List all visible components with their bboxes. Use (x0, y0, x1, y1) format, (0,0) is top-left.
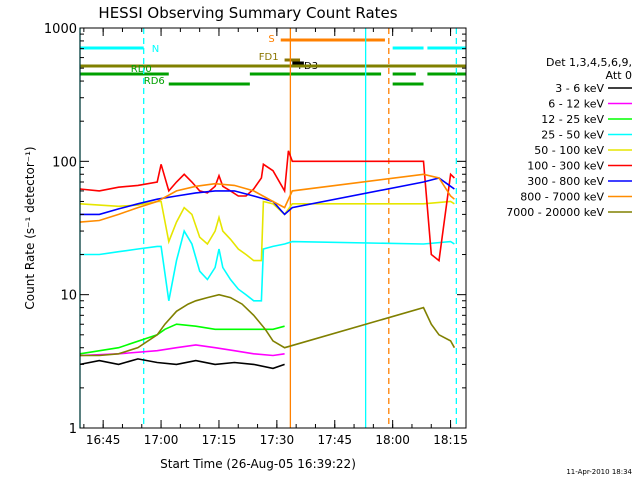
x-tick-label: 17:30 (260, 433, 295, 447)
series-line (80, 229, 455, 302)
chart-title: HESSI Observing Summary Count Rates (98, 4, 397, 22)
series-line (79, 323, 285, 355)
series-line (80, 177, 455, 216)
legend-entry-label: 100 - 300 keV (527, 160, 604, 173)
series-line (79, 344, 285, 357)
y-tick-label: 1 (69, 422, 77, 437)
series-lines (79, 150, 456, 370)
x-tick-label: 18:15 (433, 433, 468, 447)
y-tick-label: 1000 (44, 22, 77, 37)
plot-frame (79, 27, 467, 429)
y-tick-label: 10 (60, 289, 77, 304)
series-line (79, 173, 455, 223)
flag-bar-label: RD0 (131, 64, 152, 75)
y-tick-label: 100 (52, 155, 77, 170)
x-tick-label: 16:45 (86, 433, 121, 447)
legend-header: Det 1,3,4,5,6,9, (546, 56, 632, 69)
legend-entry-label: 800 - 7000 keV (520, 191, 604, 204)
legend-entry-label: 7000 - 20000 keV (506, 206, 604, 219)
legend-entry-label: 3 - 6 keV (555, 82, 604, 95)
series-line (79, 358, 285, 370)
flag-bar-label: S (268, 34, 274, 45)
flag-bar-label: FD1 (259, 52, 279, 63)
x-tick-label: 18:00 (375, 433, 410, 447)
legend-entry-label: 25 - 50 keV (541, 129, 604, 142)
flag-bar-label: RD6 (144, 76, 165, 87)
x-axis-label: Start Time (26-Aug-05 16:39:22) (160, 457, 356, 471)
flag-bar-label: N (152, 44, 159, 55)
footer-date: 11-Apr-2010 18:34 (566, 468, 632, 476)
axes: 1 10 100 1000 16:45 17:00 17:15 17:30 17:45 18:00… (44, 22, 468, 447)
legend: Det 1,3,4,5,6,9,Att 03 - 6 keV 6 - 12 keV… (506, 56, 632, 219)
series-line (80, 293, 456, 357)
legend-header: Att 0 (606, 69, 632, 82)
flag-bars: NSFD1FD3RD0RD6 (80, 34, 466, 87)
x-tick-label: 17:00 (144, 433, 179, 447)
legend-entry-label: 6 - 12 keV (548, 98, 604, 111)
series-line (79, 150, 455, 263)
x-tick-label: 17:15 (202, 433, 237, 447)
legend-entry-label: 12 - 25 keV (541, 113, 604, 126)
legend-entry-label: 300 - 800 keV (527, 175, 604, 188)
x-tick-label: 17:45 (317, 433, 352, 447)
y-axis-label: Count Rate (s⁻¹ detector⁻¹) (23, 146, 37, 309)
legend-entry-label: 50 - 100 keV (534, 144, 604, 157)
